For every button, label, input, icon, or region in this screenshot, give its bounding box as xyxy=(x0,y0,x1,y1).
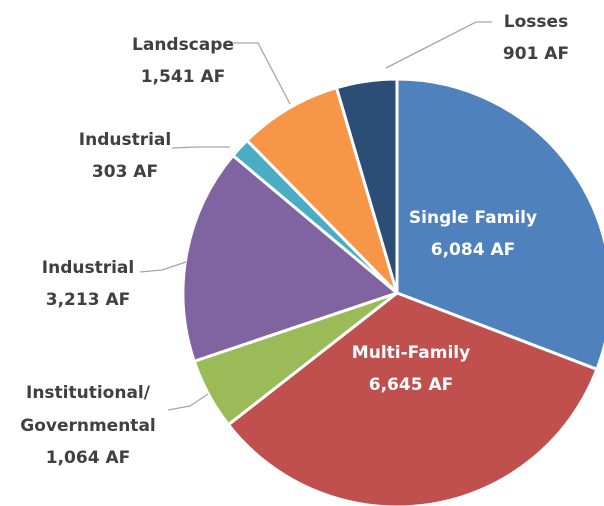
pie-slice xyxy=(226,291,599,506)
label-line: Multi-Family xyxy=(352,343,470,363)
label-line: Losses xyxy=(504,12,568,32)
pie-slice xyxy=(395,77,604,372)
value-label: 1,541 AF xyxy=(141,67,225,87)
value-label: 303 AF xyxy=(92,162,158,182)
value-label: 6,084 AF xyxy=(431,240,515,260)
pie-slice xyxy=(244,85,399,295)
value-label: 3,213 AF xyxy=(46,290,130,310)
slice-label: Landscape xyxy=(132,35,234,55)
leader-line xyxy=(167,393,209,411)
label-line: Industrial xyxy=(79,130,171,150)
label-line: Landscape xyxy=(132,35,234,55)
leader-line xyxy=(385,21,492,69)
leader-line xyxy=(171,146,230,149)
label-line: Governmental xyxy=(20,416,156,436)
slice-label: Industrial xyxy=(79,130,171,150)
label-line: Institutional/ xyxy=(26,383,151,403)
slice-label: Multi-Family xyxy=(352,343,470,363)
slice-label: Losses xyxy=(504,12,568,32)
label-line: Single Family xyxy=(409,208,537,228)
pie-slice xyxy=(334,77,399,294)
value-label: 901 AF xyxy=(503,44,569,64)
slice-label: Institutional/Governmental xyxy=(20,383,156,436)
slice-label: Single Family xyxy=(409,208,537,228)
label-line: Industrial xyxy=(42,258,134,278)
value-label: 1,064 AF xyxy=(46,448,130,468)
leader-line xyxy=(139,261,187,273)
leader-line xyxy=(232,42,291,105)
pie-slice xyxy=(181,153,401,364)
slice-label: Industrial xyxy=(42,258,134,278)
value-label: 6,645 AF xyxy=(369,375,453,395)
